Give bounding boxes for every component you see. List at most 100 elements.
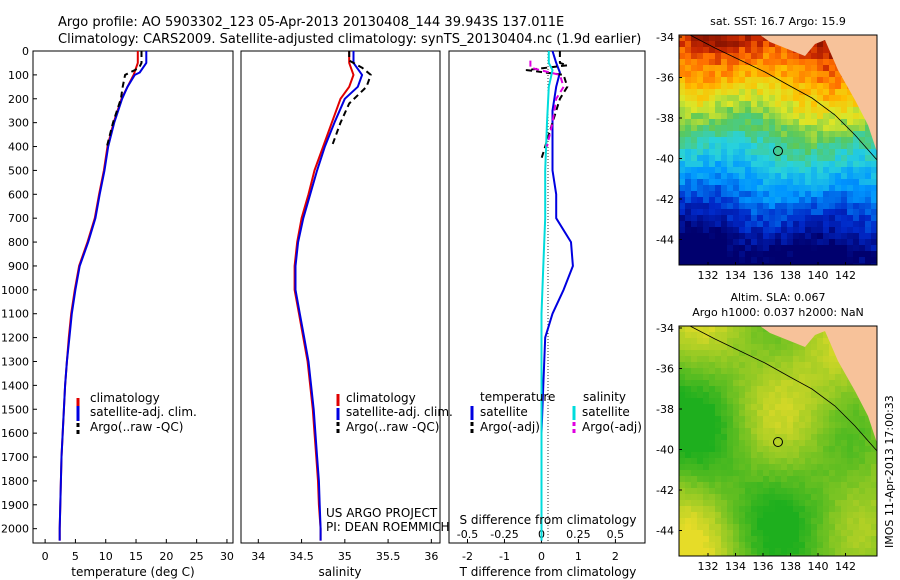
map-cell (841, 155, 847, 161)
map-cell (733, 338, 739, 344)
map-cell (733, 71, 739, 77)
map-cell (811, 257, 817, 263)
map-cell (787, 386, 793, 392)
map-cell (763, 239, 769, 245)
map-cell (787, 548, 793, 554)
map-cell (709, 368, 715, 374)
map-cell (859, 512, 865, 518)
map-cell (727, 440, 733, 446)
map-cell (721, 446, 727, 452)
map-cell (847, 245, 853, 251)
map-cell (793, 494, 799, 500)
map-cell (691, 386, 697, 392)
map-cell (691, 251, 697, 257)
map-cell (751, 233, 757, 239)
map-cell (709, 350, 715, 356)
map-cell (691, 161, 697, 167)
map-cell (727, 245, 733, 251)
map-cell (685, 542, 691, 548)
map-cell (697, 251, 703, 257)
map-cell (715, 53, 721, 59)
map-x-tick-label: 142 (835, 560, 856, 573)
map-cell (799, 119, 805, 125)
map-cell (739, 494, 745, 500)
map-cell (751, 368, 757, 374)
map-cell (709, 362, 715, 368)
map-cell (733, 191, 739, 197)
map-cell (787, 434, 793, 440)
map-cell (865, 536, 871, 542)
map-cell (775, 452, 781, 458)
map-cell (823, 161, 829, 167)
map-cell (685, 155, 691, 161)
map-cell (685, 476, 691, 482)
map-cell (841, 179, 847, 185)
map-cell (781, 548, 787, 554)
map-cell (781, 173, 787, 179)
map-cell (697, 512, 703, 518)
map-cell (757, 356, 763, 362)
map-cell (799, 95, 805, 101)
map-cell (739, 161, 745, 167)
map-cell (763, 233, 769, 239)
map-cell (787, 143, 793, 149)
map-cell (709, 143, 715, 149)
map-cell (865, 422, 871, 428)
map-cell (691, 524, 697, 530)
map-cell (751, 518, 757, 524)
map-cell (697, 41, 703, 47)
map-cell (685, 422, 691, 428)
map-cell (811, 83, 817, 89)
map-cell (853, 440, 859, 446)
map-cell (865, 227, 871, 233)
map-cell (715, 386, 721, 392)
sal-legend-label-argo: Argo(..raw -QC) (346, 420, 439, 434)
x-tick-label: -1 (499, 550, 510, 563)
map-cell (793, 410, 799, 416)
map-cell (757, 191, 763, 197)
map-cell (829, 161, 835, 167)
map-cell (703, 71, 709, 77)
map-cell (811, 203, 817, 209)
map-cell (829, 476, 835, 482)
map-cell (769, 239, 775, 245)
map-cell (757, 233, 763, 239)
map-cell (829, 440, 835, 446)
map-cell (775, 119, 781, 125)
map-cell (817, 554, 823, 556)
map-cell (811, 476, 817, 482)
y-tick-label: 1000 (1, 284, 29, 297)
map-cell (871, 548, 877, 554)
map-cell (847, 113, 853, 119)
map-cell (841, 131, 847, 137)
map-cell (697, 524, 703, 530)
map-cell (739, 374, 745, 380)
map-cell (799, 71, 805, 77)
map-cell (757, 185, 763, 191)
map-cell (787, 95, 793, 101)
map-cell (715, 422, 721, 428)
map-cell (697, 233, 703, 239)
map-cell (763, 392, 769, 398)
series-line-climatology (293, 51, 355, 541)
map-cell (709, 155, 715, 161)
map-cell (817, 368, 823, 374)
map-cell (799, 506, 805, 512)
map-cell (691, 374, 697, 380)
map-cell (805, 107, 811, 113)
map-cell (781, 95, 787, 101)
map-cell (745, 350, 751, 356)
y-tick-label: 600 (8, 188, 29, 201)
sal-legend-label-climatology: climatology (346, 391, 416, 405)
map-cell (853, 203, 859, 209)
map-cell (799, 173, 805, 179)
map-cell (865, 257, 871, 263)
map-cell (841, 422, 847, 428)
map-cell (859, 173, 865, 179)
map-cell (769, 215, 775, 221)
map-cell (691, 83, 697, 89)
map-cell (805, 374, 811, 380)
map-cell (745, 362, 751, 368)
map-cell (709, 536, 715, 542)
map-cell (721, 89, 727, 95)
